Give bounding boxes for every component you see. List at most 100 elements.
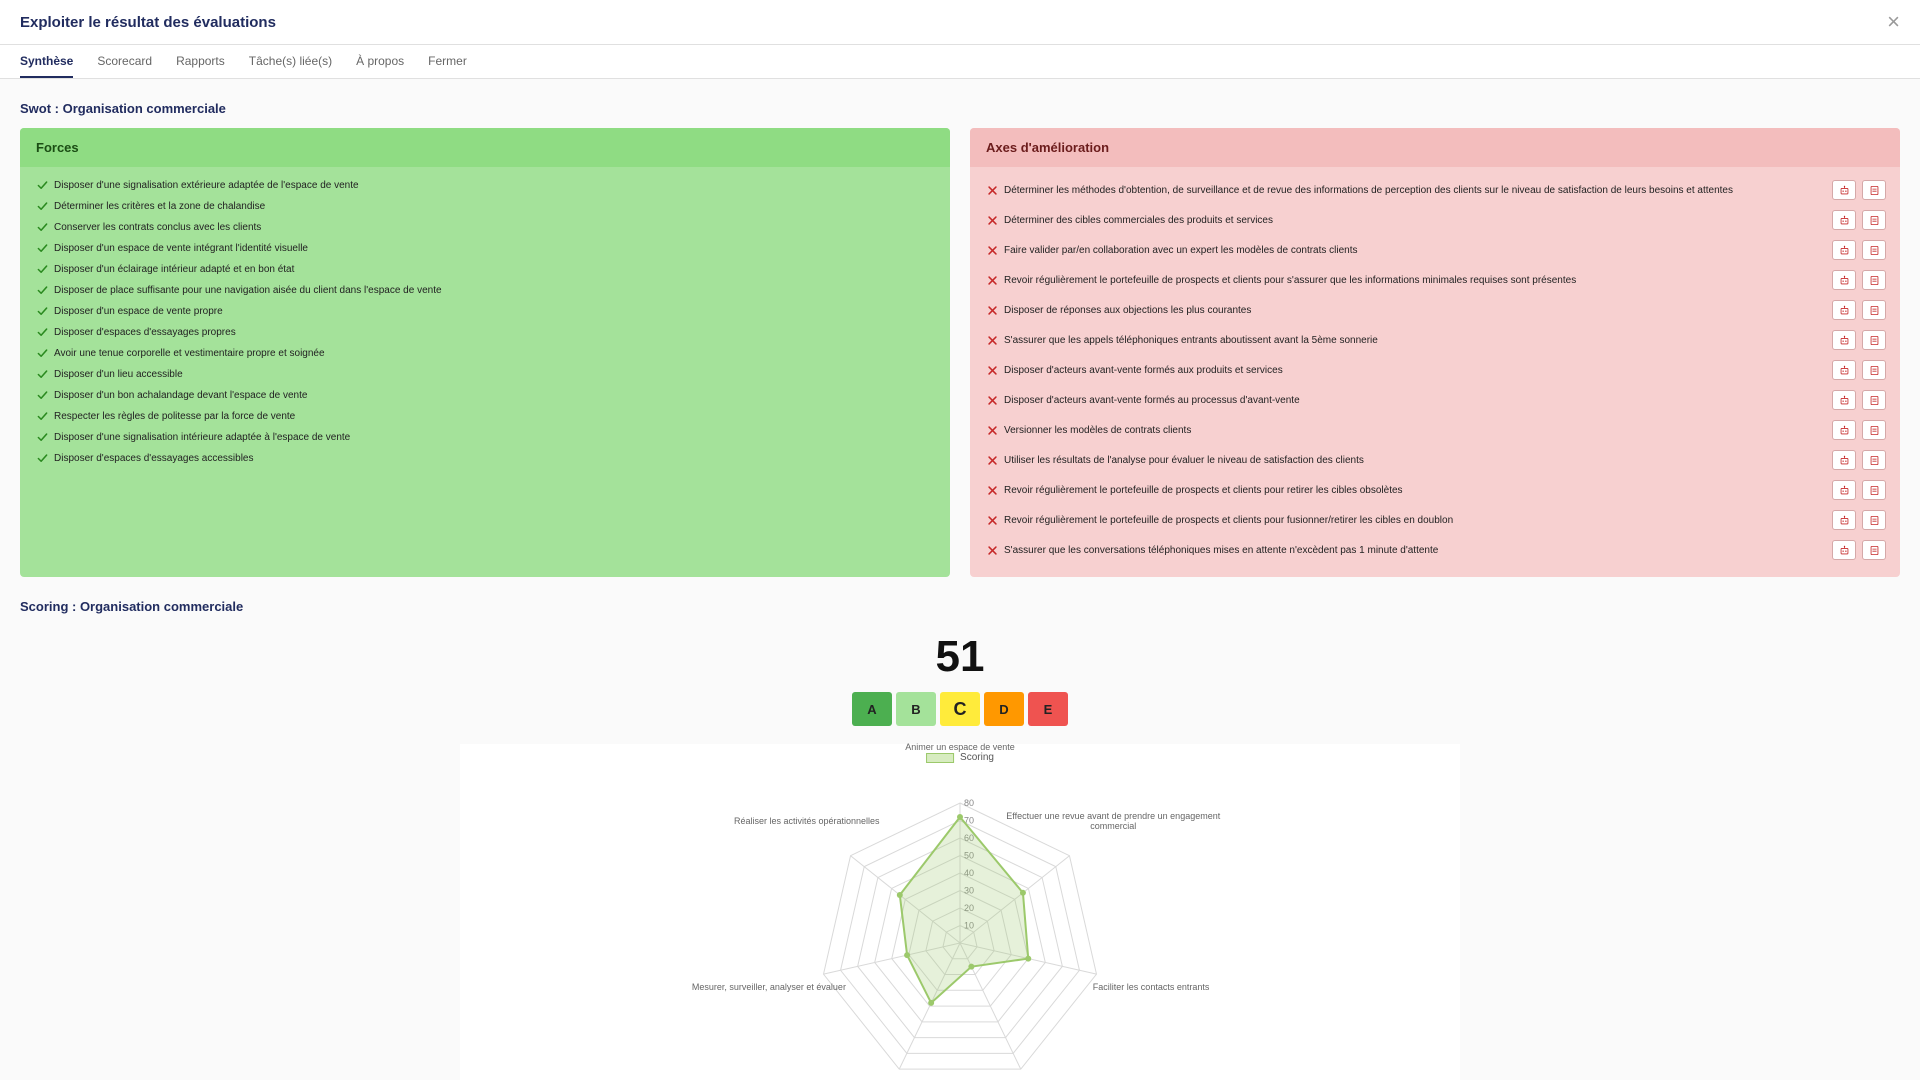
radar-axis-label: Faciliter les contacts entrants <box>1093 982 1210 992</box>
cross-icon <box>984 515 1000 526</box>
cross-icon <box>984 335 1000 346</box>
tab-2[interactable]: Rapports <box>176 54 225 78</box>
legend-swatch <box>926 753 954 763</box>
robot-icon[interactable] <box>1832 270 1856 290</box>
swot-title: Swot : Organisation commerciale <box>20 101 1900 116</box>
svg-text:80: 80 <box>964 798 974 808</box>
task-icon[interactable] <box>1862 300 1886 320</box>
grade-A: A <box>852 692 892 726</box>
axes-item: Déterminer des cibles commerciales des p… <box>984 205 1886 235</box>
tab-3[interactable]: Tâche(s) liée(s) <box>249 54 332 78</box>
axes-item-label: S'assurer que les appels téléphoniques e… <box>1000 335 1832 346</box>
tab-5[interactable]: Fermer <box>428 54 467 78</box>
grade-D: D <box>984 692 1024 726</box>
axes-item-label: Disposer de réponses aux objections les … <box>1000 305 1832 316</box>
robot-icon[interactable] <box>1832 450 1856 470</box>
task-icon[interactable] <box>1862 180 1886 200</box>
grade-row: ABCDE <box>20 692 1900 726</box>
check-icon <box>34 285 50 296</box>
check-icon <box>34 222 50 233</box>
axes-item: Disposer d'acteurs avant-vente formés au… <box>984 385 1886 415</box>
axes-item-label: Versionner les modèles de contrats clien… <box>1000 425 1832 436</box>
forces-item: Disposer d'un éclairage intérieur adapté… <box>34 259 936 280</box>
task-icon[interactable] <box>1862 270 1886 290</box>
cross-icon <box>984 185 1000 196</box>
robot-icon[interactable] <box>1832 510 1856 530</box>
grade-C: C <box>940 692 980 726</box>
forces-item: Déterminer les critères et la zone de ch… <box>34 196 936 217</box>
cross-icon <box>984 545 1000 556</box>
task-icon[interactable] <box>1862 330 1886 350</box>
robot-icon[interactable] <box>1832 390 1856 410</box>
task-icon[interactable] <box>1862 480 1886 500</box>
axes-item-label: Déterminer des cibles commerciales des p… <box>1000 215 1832 226</box>
task-icon[interactable] <box>1862 420 1886 440</box>
check-icon <box>34 327 50 338</box>
scoring-title: Scoring : Organisation commerciale <box>20 599 1900 614</box>
check-icon <box>34 348 50 359</box>
cross-icon <box>984 245 1000 256</box>
cross-icon <box>984 395 1000 406</box>
forces-item-label: Disposer d'une signalisation intérieure … <box>50 432 936 443</box>
forces-item: Disposer de place suffisante pour une na… <box>34 280 936 301</box>
tab-bar: Synthèse Scorecard Rapports Tâche(s) liée(s… <box>0 45 1920 79</box>
task-icon[interactable] <box>1862 540 1886 560</box>
content: Swot : Organisation commerciale Forces D… <box>0 79 1920 1080</box>
robot-icon[interactable] <box>1832 210 1856 230</box>
forces-item: Respecter les règles de politesse par la… <box>34 406 936 427</box>
forces-item-label: Disposer d'un espace de vente intégrant … <box>50 243 936 254</box>
tab-0[interactable]: Synthèse <box>20 54 73 78</box>
axes-item: Revoir régulièrement le portefeuille de … <box>984 505 1886 535</box>
task-icon[interactable] <box>1862 240 1886 260</box>
radar-svg: 1020304050607080 <box>460 768 1460 1080</box>
robot-icon[interactable] <box>1832 180 1856 200</box>
forces-item-label: Déterminer les critères et la zone de ch… <box>50 201 936 212</box>
tab-4[interactable]: À propos <box>356 54 404 78</box>
axes-item-label: Revoir régulièrement le portefeuille de … <box>1000 515 1832 526</box>
robot-icon[interactable] <box>1832 360 1856 380</box>
robot-icon[interactable] <box>1832 330 1856 350</box>
forces-item-label: Disposer d'un éclairage intérieur adapté… <box>50 264 936 275</box>
forces-item: Disposer d'un bon achalandage devant l'e… <box>34 385 936 406</box>
check-icon <box>34 411 50 422</box>
radar-axis-label: Effectuer une revue avant de prendre un … <box>983 811 1243 831</box>
check-icon <box>34 264 50 275</box>
axes-item: S'assurer que les conversations téléphon… <box>984 535 1886 565</box>
radar-axis-label: Animer un espace de vente <box>905 742 1015 752</box>
check-icon <box>34 432 50 443</box>
cross-icon <box>984 485 1000 496</box>
radar-axis-label: Mesurer, surveiller, analyser et évaluer <box>692 982 846 992</box>
axes-item: Disposer d'acteurs avant-vente formés au… <box>984 355 1886 385</box>
forces-item-label: Avoir une tenue corporelle et vestimenta… <box>50 348 936 359</box>
forces-item-label: Disposer d'un lieu accessible <box>50 369 936 380</box>
robot-icon[interactable] <box>1832 420 1856 440</box>
task-icon[interactable] <box>1862 360 1886 380</box>
axes-item-label: Utiliser les résultats de l'analyse pour… <box>1000 455 1832 466</box>
task-icon[interactable] <box>1862 510 1886 530</box>
modal-root: Exploiter le résultat des évaluations × … <box>0 0 1920 1080</box>
task-icon[interactable] <box>1862 210 1886 230</box>
forces-item-label: Disposer d'une signalisation extérieure … <box>50 180 936 191</box>
grade-E: E <box>1028 692 1068 726</box>
forces-item: Disposer d'un lieu accessible <box>34 364 936 385</box>
task-icon[interactable] <box>1862 390 1886 410</box>
task-icon[interactable] <box>1862 450 1886 470</box>
forces-list: Disposer d'une signalisation extérieure … <box>20 167 950 481</box>
close-icon[interactable]: × <box>1887 11 1900 33</box>
robot-icon[interactable] <box>1832 480 1856 500</box>
page-title: Exploiter le résultat des évaluations <box>20 14 276 31</box>
check-icon <box>34 243 50 254</box>
grade-B: B <box>896 692 936 726</box>
tab-1[interactable]: Scorecard <box>97 54 152 78</box>
axes-header: Axes d'amélioration <box>970 128 1900 167</box>
axes-item-label: Disposer d'acteurs avant-vente formés au… <box>1000 395 1832 406</box>
robot-icon[interactable] <box>1832 300 1856 320</box>
robot-icon[interactable] <box>1832 540 1856 560</box>
check-icon <box>34 180 50 191</box>
axes-item-label: S'assurer que les conversations téléphon… <box>1000 545 1832 556</box>
scoring-block: 51 ABCDE Scoring 1020304050607080Animer … <box>20 632 1900 1080</box>
axes-item-label: Revoir régulièrement le portefeuille de … <box>1000 275 1832 286</box>
forces-item: Avoir une tenue corporelle et vestimenta… <box>34 343 936 364</box>
axes-item: Disposer de réponses aux objections les … <box>984 295 1886 325</box>
robot-icon[interactable] <box>1832 240 1856 260</box>
